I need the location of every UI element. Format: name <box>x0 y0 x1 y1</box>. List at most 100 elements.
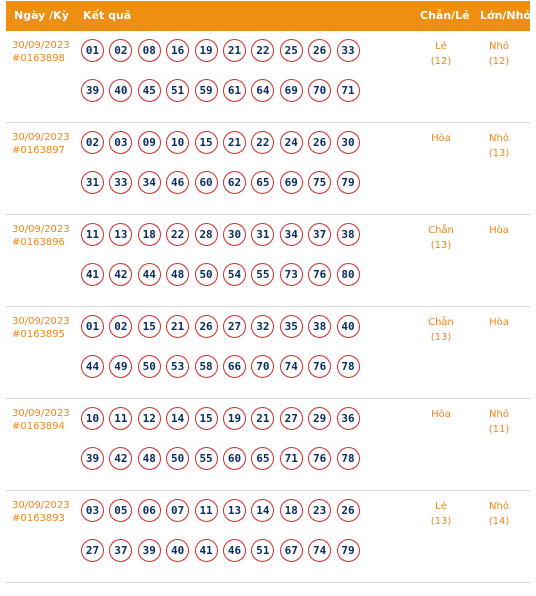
date-period-cell: 30/09/2023 #0163897 <box>12 131 70 157</box>
table-row: 30/09/2023 #0163894 10 11 12 14 15 19 21 27 29 36 39… <box>6 399 530 491</box>
number-ball: 30 <box>336 131 360 154</box>
number-ball: 74 <box>308 539 332 562</box>
number-line: 44 49 50 53 58 66 70 74 76 78 <box>81 355 391 380</box>
number-ball: 37 <box>109 539 133 562</box>
number-ball: 78 <box>336 447 360 470</box>
number-ball: 78 <box>336 355 360 378</box>
size-result: Nhỏ <box>489 409 509 420</box>
number-ball: 36 <box>336 407 360 430</box>
number-ball: 10 <box>81 407 104 430</box>
parity-count: (13) <box>430 516 452 527</box>
number-line: 41 42 44 48 50 54 55 73 76 80 <box>81 263 391 288</box>
number-line: 11 13 18 22 28 30 31 34 37 38 <box>81 223 391 248</box>
number-ball: 61 <box>222 79 246 102</box>
number-ball: 26 <box>194 315 218 338</box>
number-ball: 22 <box>251 131 275 154</box>
draw-period: #0163893 <box>12 513 65 524</box>
parity-cell: Lẻ (12) <box>416 39 466 69</box>
number-ball: 62 <box>222 171 246 194</box>
draw-date: 30/09/2023 <box>12 224 70 235</box>
number-ball: 42 <box>109 263 133 286</box>
number-ball: 71 <box>336 79 360 102</box>
number-ball: 01 <box>81 39 104 62</box>
table-body: 30/09/2023 #0163898 01 02 08 16 19 21 22 25 26 33 39… <box>6 31 530 583</box>
draw-date: 30/09/2023 <box>12 500 70 511</box>
number-ball: 64 <box>251 79 275 102</box>
number-ball: 79 <box>336 171 360 194</box>
number-ball: 13 <box>109 223 133 246</box>
number-ball: 21 <box>251 407 275 430</box>
number-ball: 35 <box>279 315 303 338</box>
number-line: 10 11 12 14 15 19 21 27 29 36 <box>81 407 391 432</box>
number-ball: 15 <box>194 131 218 154</box>
number-ball: 40 <box>336 315 360 338</box>
number-ball: 32 <box>251 315 275 338</box>
number-ball: 44 <box>137 263 161 286</box>
header-size: Lớn/Nhỏ <box>480 9 532 22</box>
result-numbers: 11 13 18 22 28 30 31 34 37 38 41 42 44 48 50 54 55 73 76 80 <box>81 223 391 303</box>
result-numbers: 01 02 08 16 19 21 22 25 26 33 39 40 45 51 59 61 64 69 70 71 <box>81 39 391 119</box>
number-ball: 75 <box>308 171 332 194</box>
number-ball: 30 <box>222 223 246 246</box>
table-row: 30/09/2023 #0163895 01 02 15 21 26 27 32 35 38 40 44… <box>6 307 530 399</box>
number-ball: 19 <box>194 39 218 62</box>
number-ball: 55 <box>194 447 218 470</box>
number-ball: 19 <box>222 407 246 430</box>
size-cell: Nhỏ (13) <box>474 131 524 161</box>
size-cell: Hòa <box>474 315 524 330</box>
parity-cell: Lẻ (13) <box>416 499 466 529</box>
parity-result: Hòa <box>431 133 451 144</box>
number-ball: 10 <box>166 131 190 154</box>
number-ball: 73 <box>279 263 303 286</box>
number-ball: 02 <box>81 131 104 154</box>
number-ball: 25 <box>279 39 303 62</box>
number-ball: 31 <box>81 171 104 194</box>
number-ball: 39 <box>81 79 104 102</box>
number-ball: 29 <box>308 407 332 430</box>
parity-count: (13) <box>430 240 452 251</box>
number-ball: 80 <box>336 263 360 286</box>
number-ball: 26 <box>336 499 360 522</box>
number-ball: 60 <box>222 447 246 470</box>
number-ball: 18 <box>279 499 303 522</box>
number-ball: 21 <box>166 315 190 338</box>
number-ball: 02 <box>109 39 133 62</box>
result-numbers: 02 03 09 10 15 21 22 24 26 30 31 33 34 46 60 62 65 69 75 79 <box>81 131 391 211</box>
date-period-cell: 30/09/2023 #0163895 <box>12 315 70 341</box>
number-ball: 59 <box>194 79 218 102</box>
number-ball: 37 <box>308 223 332 246</box>
parity-result: Lẻ <box>435 501 447 512</box>
draw-date: 30/09/2023 <box>12 316 70 327</box>
number-line: 03 05 06 07 11 13 14 18 23 26 <box>81 499 391 524</box>
parity-count: (12) <box>430 56 452 67</box>
number-ball: 46 <box>166 171 190 194</box>
table-row: 30/09/2023 #0163898 01 02 08 16 19 21 22 25 26 33 39… <box>6 31 530 123</box>
parity-result: Chẵn <box>428 317 454 328</box>
number-ball: 16 <box>166 39 190 62</box>
parity-cell: Hòa <box>416 407 466 422</box>
number-ball: 51 <box>166 79 190 102</box>
number-ball: 60 <box>194 171 218 194</box>
table-header: Ngày /Kỳ Kết quả Chẵn/Lẻ Lớn/Nhỏ <box>6 1 532 31</box>
size-cell: Nhỏ (12) <box>474 39 524 69</box>
number-ball: 12 <box>137 407 161 430</box>
number-ball: 39 <box>137 539 161 562</box>
table-row: 30/09/2023 #0163897 02 03 09 10 15 21 22 24 26 30 31… <box>6 123 530 215</box>
number-ball: 11 <box>194 499 218 522</box>
number-ball: 65 <box>251 447 275 470</box>
date-period-cell: 30/09/2023 #0163893 <box>12 499 70 525</box>
number-ball: 41 <box>194 539 218 562</box>
number-ball: 53 <box>166 355 190 378</box>
parity-cell: Chẵn (13) <box>416 315 466 345</box>
number-ball: 50 <box>137 355 161 378</box>
number-ball: 65 <box>251 171 275 194</box>
number-ball: 22 <box>166 223 190 246</box>
draw-period: #0163898 <box>12 53 65 64</box>
number-ball: 23 <box>308 499 332 522</box>
size-cell: Hòa <box>474 223 524 238</box>
result-numbers: 03 05 06 07 11 13 14 18 23 26 27 37 39 40 41 46 51 67 74 79 <box>81 499 391 579</box>
number-ball: 71 <box>279 447 303 470</box>
number-ball: 08 <box>137 39 161 62</box>
number-ball: 55 <box>251 263 275 286</box>
number-ball: 66 <box>222 355 246 378</box>
